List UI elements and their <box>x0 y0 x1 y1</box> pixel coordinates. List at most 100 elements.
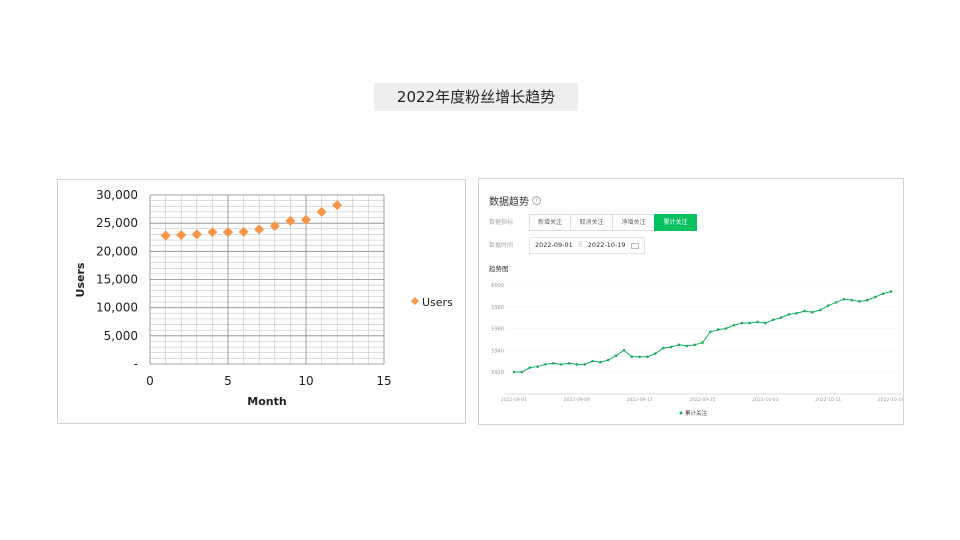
y-tick-label: 10,000 <box>96 301 138 315</box>
y-tick-label: 20,000 <box>96 244 138 258</box>
data-point <box>646 355 649 359</box>
data-point <box>795 311 799 315</box>
data-point <box>622 348 626 352</box>
metric-label: 数据指标 <box>489 219 514 226</box>
tab-net-follow[interactable]: 净增关注 <box>612 214 655 231</box>
date-from: 2022-09-01 <box>535 241 573 249</box>
line-chart: 5920 5940 5960 5980 6000 2022-09-01 2022-09-09… <box>491 283 903 417</box>
data-point <box>654 352 657 355</box>
data-point <box>160 230 171 241</box>
data-point <box>819 308 822 312</box>
scatter-chart: - 5,000 10,000 15,000 20,000 25,000 30,000 0 5 10… <box>74 188 453 408</box>
data-point <box>693 343 696 347</box>
data-point <box>803 309 806 313</box>
scatter-chart-panel: - 5,000 10,000 15,000 20,000 25,000 30,000 0 5 10… <box>57 179 466 424</box>
date-range-picker[interactable]: 2022-09-01 至 2022-10-19 <box>529 237 645 254</box>
dashboard-heading-row: 数据趋势 ? <box>489 193 541 208</box>
x-tick-label: 2022-10-11 <box>815 397 841 403</box>
data-point <box>873 295 877 299</box>
data-point <box>661 346 665 350</box>
y-tick-label: 15,000 <box>96 273 138 287</box>
data-point <box>677 343 681 347</box>
data-point <box>889 290 893 293</box>
data-point <box>638 355 641 359</box>
data-point <box>709 330 712 334</box>
data-point <box>858 300 861 303</box>
legend-marker <box>679 411 683 415</box>
legend-label: Users <box>422 296 453 309</box>
data-point <box>732 323 736 327</box>
x-tick-label: 5 <box>224 374 232 388</box>
x-tick-label: 0 <box>146 374 154 388</box>
data-point <box>701 341 704 344</box>
y-tick-label: 5,000 <box>104 329 138 343</box>
data-point <box>756 320 759 324</box>
series-line <box>514 291 892 373</box>
data-point <box>559 363 563 366</box>
data-point <box>583 363 586 366</box>
data-point <box>544 363 547 366</box>
y-tick-label: 6000 <box>491 283 504 289</box>
y-tick-label: 5980 <box>491 305 504 311</box>
date-sep: 至 <box>577 242 583 248</box>
tab-unfollow[interactable]: 取消关注 <box>570 214 613 231</box>
data-point <box>764 321 767 325</box>
data-point <box>614 354 618 357</box>
data-point <box>285 215 296 226</box>
data-point <box>866 298 869 302</box>
date-label: 数据时间 <box>489 242 514 249</box>
data-point <box>536 365 539 368</box>
data-point <box>881 292 885 295</box>
y-tick-label: 30,000 <box>96 188 138 202</box>
data-point <box>685 344 689 348</box>
data-point <box>771 318 775 322</box>
data-point <box>301 214 311 225</box>
dashboard-panel: 数据趋势 ? 数据指标 新增关注 取消关注 净增关注 累计关注 数据时间 202… <box>478 178 904 425</box>
x-tick-label: 2022-09-01 <box>501 397 527 403</box>
x-tick-label: 2022-09-17 <box>627 397 653 403</box>
data-point <box>850 298 854 302</box>
y-tick-label: - <box>134 357 138 371</box>
data-point <box>740 321 744 325</box>
data-point <box>223 227 233 238</box>
x-tick-label: 15 <box>376 374 391 388</box>
data-point <box>834 301 838 304</box>
tab-total-follow[interactable]: 累计关注 <box>654 214 697 231</box>
x-tick-label: 2022-10-03 <box>752 397 778 403</box>
chart-title: 趋势图 <box>489 265 509 273</box>
data-point <box>748 321 751 325</box>
data-point <box>591 359 594 363</box>
data-point <box>630 355 634 359</box>
y-tick-label: 5920 <box>491 370 504 376</box>
y-axis-label: Users <box>74 262 87 297</box>
dashboard-heading: 数据趋势 <box>489 197 529 208</box>
data-point <box>332 200 343 211</box>
data-point <box>811 310 814 314</box>
x-tick-label: 2022-09-25 <box>689 397 715 403</box>
data-point <box>207 227 218 238</box>
x-tick-label: 2022-09-09 <box>564 397 590 403</box>
data-point <box>316 206 327 217</box>
data-point <box>606 358 610 362</box>
date-to: 2022-10-19 <box>587 241 626 249</box>
data-point <box>512 370 516 374</box>
data-point <box>787 313 791 316</box>
data-point <box>826 304 830 307</box>
data-point <box>599 360 602 364</box>
data-point <box>254 224 265 235</box>
data-point <box>520 370 524 374</box>
data-point <box>575 363 579 366</box>
slide-title: 2022年度粉丝增长趋势 <box>374 83 578 111</box>
x-tick-label: 10 <box>298 374 313 388</box>
calendar-icon <box>630 242 639 249</box>
data-point <box>724 327 728 330</box>
y-tick-label: 25,000 <box>96 216 138 230</box>
data-point <box>238 226 249 237</box>
legend-label: 累计关注 <box>685 409 708 417</box>
y-tick-label: 5960 <box>491 327 504 333</box>
data-point <box>567 362 571 365</box>
question-circle-icon[interactable]: ? <box>532 196 541 205</box>
data-point <box>716 328 720 331</box>
x-tick-label: 2022-10-19 <box>878 397 903 403</box>
y-tick-label: 5940 <box>491 348 504 354</box>
